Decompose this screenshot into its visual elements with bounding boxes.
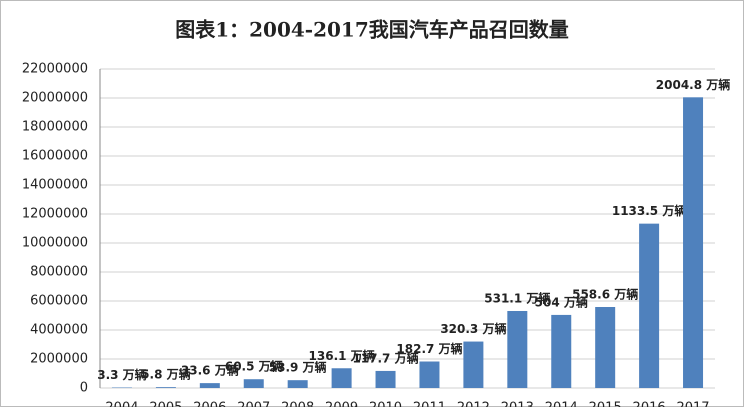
bar [287,380,308,388]
x-tick-label: 2007 [237,401,270,407]
bar [507,310,528,388]
x-tick-label: 2005 [149,401,182,407]
y-tick-label: 22000000 [22,62,88,77]
x-tick-label: 2012 [457,401,490,407]
bar [155,387,176,388]
bar [683,97,704,388]
value-label: 53.9 万辆 [269,360,327,375]
bar [595,307,616,388]
bar [375,370,396,388]
bar [331,368,352,388]
value-label: 182.7 万辆 [396,341,462,356]
value-label: 3.3 万辆 [97,367,146,382]
y-tick-label: 0 [80,381,88,396]
value-label: 504 万辆 [535,294,588,309]
x-tick-label: 2014 [545,401,578,407]
y-tick-label: 8000000 [30,265,88,280]
y-tick-label: 6000000 [30,294,88,309]
y-tick-label: 12000000 [22,207,88,222]
chart-title: 图表1：2004-2017我国汽车产品召回数量 [175,18,569,42]
y-tick-label: 2000000 [30,352,88,367]
bar [551,314,572,388]
value-label: 60.5 万辆 [225,359,283,374]
value-label: 1133.5 万辆 [612,203,687,218]
value-label: 117.7 万辆 [352,350,418,365]
value-label: 136.1 万辆 [309,348,375,363]
value-label: 531.1 万辆 [484,290,550,305]
value-label: 5.8 万辆 [141,367,190,382]
value-label: 33.6 万辆 [181,363,239,378]
value-label: 2004.8 万辆 [656,77,731,92]
bar [639,223,660,388]
value-label: 320.3 万辆 [440,321,506,336]
bar [419,361,440,388]
x-tick-label: 2017 [676,401,709,407]
y-tick-label: 4000000 [30,323,88,338]
x-tick-label: 2011 [413,401,446,407]
bar [463,341,484,388]
y-tick-label: 10000000 [22,236,88,251]
y-tick-label: 20000000 [22,91,88,106]
x-tick-label: 2006 [193,401,226,407]
value-label: 558.6 万辆 [572,287,638,302]
bar [243,379,264,388]
x-tick-label: 2008 [281,401,314,407]
x-tick-label: 2010 [369,401,402,407]
y-tick-label: 16000000 [22,149,88,164]
y-tick-label: 18000000 [22,120,88,135]
y-tick-label: 14000000 [22,178,88,193]
x-tick-label: 2015 [589,401,622,407]
x-tick-label: 2009 [325,401,358,407]
bar [199,383,220,388]
x-tick-label: 2004 [105,401,138,407]
x-tick-label: 2016 [633,401,666,407]
x-tick-label: 2013 [501,401,534,407]
